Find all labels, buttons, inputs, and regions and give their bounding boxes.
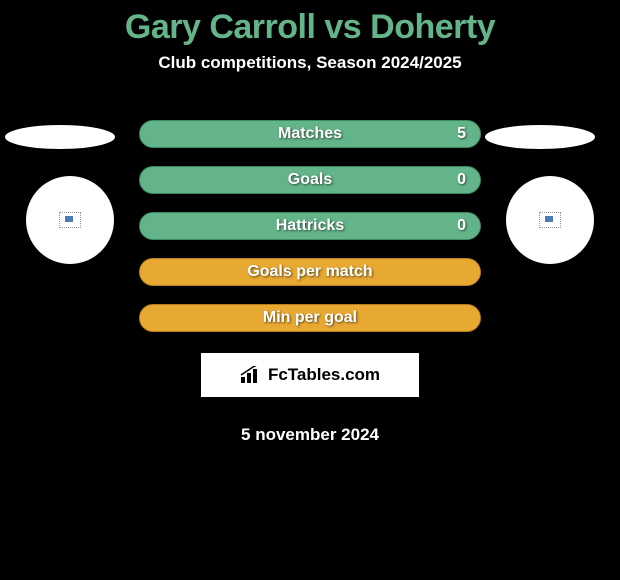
page-title: Gary Carroll vs Doherty bbox=[0, 0, 620, 47]
stat-bar: Matches 5 bbox=[139, 120, 481, 148]
date-text: 5 november 2024 bbox=[0, 425, 620, 445]
stat-label: Goals per match bbox=[247, 263, 372, 281]
stat-label: Matches bbox=[278, 125, 342, 143]
stat-row: Min per goal bbox=[0, 304, 620, 332]
stat-label: Goals bbox=[288, 171, 332, 189]
stat-bar: Hattricks 0 bbox=[139, 212, 481, 240]
subtitle: Club competitions, Season 2024/2025 bbox=[0, 53, 620, 73]
stat-bar: Goals 0 bbox=[139, 166, 481, 194]
stat-value: 5 bbox=[457, 125, 466, 143]
stats-table: Matches 5 Goals 0 Hattricks 0 Goals per match M… bbox=[0, 120, 620, 350]
stat-value: 0 bbox=[457, 171, 466, 189]
stat-label: Hattricks bbox=[276, 217, 344, 235]
vs-text: vs bbox=[315, 8, 370, 46]
stat-label: Min per goal bbox=[263, 309, 357, 327]
brand-text: FcTables.com bbox=[268, 365, 380, 385]
stat-value: 0 bbox=[457, 217, 466, 235]
player-2-name: Doherty bbox=[370, 8, 495, 46]
stat-bar: Goals per match bbox=[139, 258, 481, 286]
brand-chart-icon bbox=[240, 366, 264, 384]
stat-row: Matches 5 bbox=[0, 120, 620, 148]
stat-row: Hattricks 0 bbox=[0, 212, 620, 240]
comparison-widget: Gary Carroll vs Doherty Club competition… bbox=[0, 0, 620, 580]
player-1-name: Gary Carroll bbox=[125, 8, 316, 46]
stat-row: Goals per match bbox=[0, 258, 620, 286]
brand-badge: FcTables.com bbox=[201, 353, 419, 397]
stat-row: Goals 0 bbox=[0, 166, 620, 194]
stat-bar: Min per goal bbox=[139, 304, 481, 332]
